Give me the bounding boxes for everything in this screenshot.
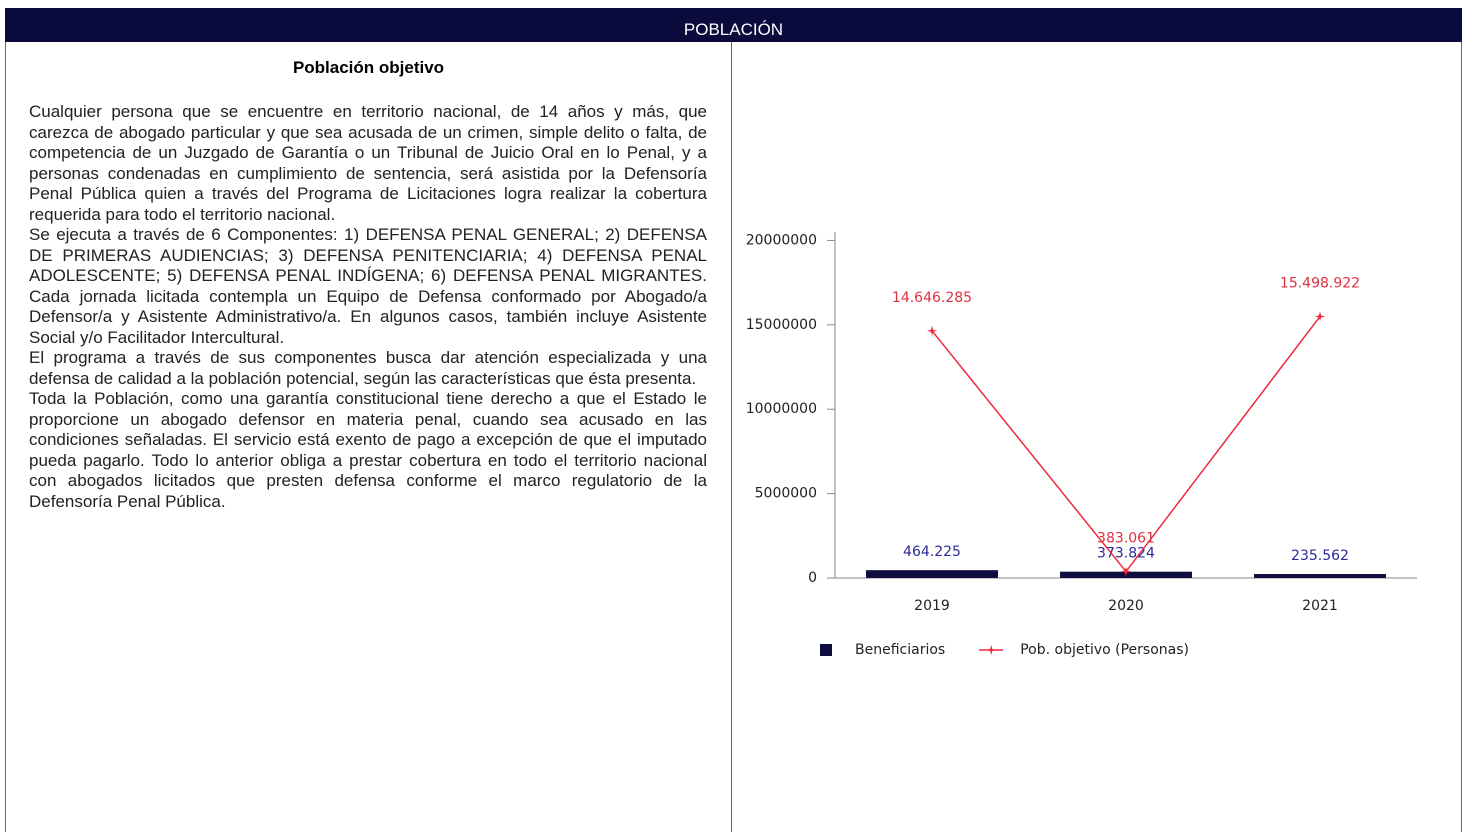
legend-swatch	[820, 644, 832, 656]
bar-value-label: 464.225	[903, 544, 961, 560]
line-marker	[927, 325, 937, 336]
line-value-label: 14.646.285	[892, 290, 972, 306]
y-tick-label: 5000000	[755, 486, 817, 502]
y-tick-label: 15000000	[746, 317, 817, 333]
paragraph: El programa a través de sus componentes …	[29, 348, 707, 388]
y-tick-label: 0	[808, 570, 817, 586]
legend-swatch	[986, 645, 997, 655]
paragraphs: Cualquier persona que se encuentre en te…	[29, 102, 707, 512]
line-value-label: 15.498.922	[1280, 275, 1360, 291]
section-title: Población objetivo	[292, 58, 445, 77]
paragraph: Cualquier persona que se encuentre en te…	[29, 102, 707, 224]
legend-label: Beneficiarios	[855, 642, 945, 658]
paragraph: Toda la Población, como una garantía con…	[29, 389, 707, 511]
x-tick-label: 2021	[1302, 598, 1338, 614]
bar-value-label: 373.824	[1097, 546, 1155, 562]
paragraph: Se ejecuta a través de 6 Componentes: 1)…	[29, 225, 707, 347]
section-header: POBLACIÓN	[5, 8, 1462, 42]
bar	[1254, 574, 1386, 578]
x-tick-label: 2020	[1108, 598, 1144, 614]
line-marker	[1121, 566, 1131, 577]
bar	[866, 570, 998, 578]
y-tick-label: 20000000	[746, 232, 817, 248]
chart-panel	[731, 42, 1462, 832]
x-tick-label: 2019	[914, 598, 950, 614]
legend-label: Pob. objetivo (Personas)	[1020, 642, 1189, 658]
text-panel: Población objetivo Cualquier persona que…	[5, 42, 732, 832]
line-value-label: 383.061	[1097, 531, 1155, 547]
bar-value-label: 235.562	[1291, 548, 1349, 564]
line-marker	[1315, 311, 1325, 322]
y-tick-label: 10000000	[746, 401, 817, 417]
